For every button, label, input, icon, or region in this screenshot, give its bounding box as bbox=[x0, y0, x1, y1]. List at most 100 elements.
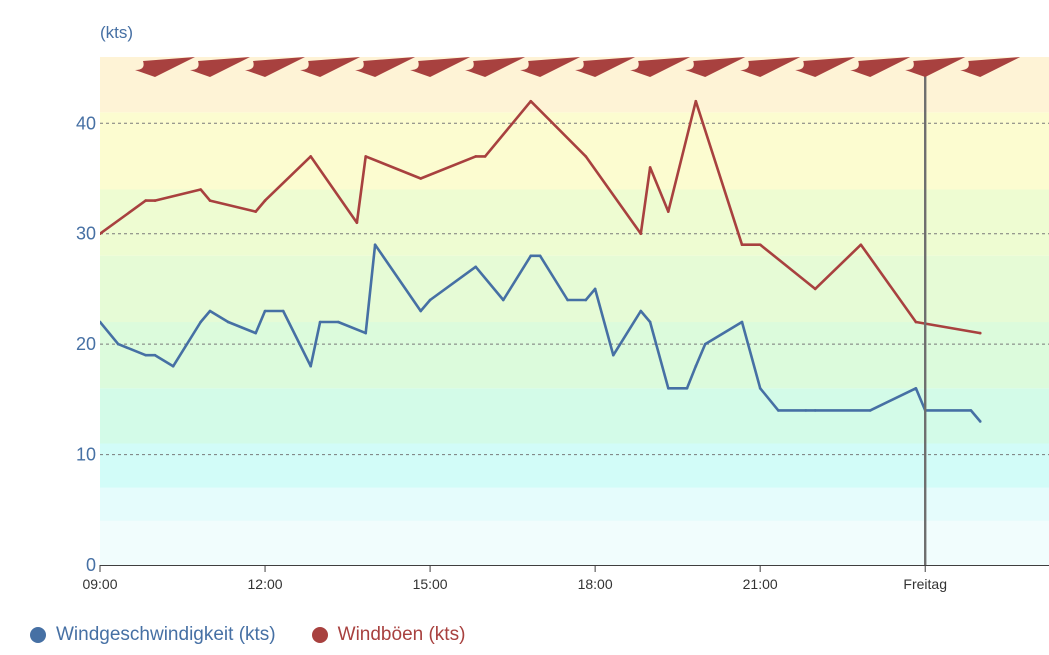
point-gust-3 bbox=[199, 188, 202, 191]
point-speed-25 bbox=[611, 353, 615, 357]
point-speed-32 bbox=[740, 320, 744, 324]
point-speed-36 bbox=[813, 409, 817, 412]
point-gust-1 bbox=[144, 199, 147, 202]
point-speed-31 bbox=[703, 342, 707, 346]
point-gust-0 bbox=[100, 232, 102, 235]
point-gust-13 bbox=[529, 99, 533, 103]
legend-label-gust: Windböen (kts) bbox=[337, 624, 466, 645]
band-2 bbox=[100, 443, 1049, 488]
wind-arrow-icon-5 bbox=[410, 57, 471, 77]
legend-dot-gust-icon bbox=[311, 627, 328, 643]
wind-arrow-icon-10 bbox=[685, 57, 746, 77]
y-tick-label-40: 40 bbox=[76, 113, 96, 133]
point-speed-33 bbox=[758, 387, 762, 390]
point-speed-1 bbox=[116, 342, 120, 346]
point-speed-12 bbox=[318, 320, 322, 324]
x-tick-label-2: 15:00 bbox=[413, 576, 448, 592]
point-gust-12 bbox=[483, 155, 487, 158]
point-gust-20 bbox=[758, 243, 762, 247]
point-speed-9 bbox=[263, 309, 267, 313]
point-speed-41 bbox=[978, 420, 982, 423]
point-speed-15 bbox=[373, 243, 377, 247]
point-speed-20 bbox=[529, 254, 533, 258]
point-speed-22 bbox=[566, 298, 569, 302]
point-gust-24 bbox=[978, 331, 982, 335]
point-speed-34 bbox=[777, 409, 780, 412]
point-speed-11 bbox=[309, 364, 313, 368]
point-speed-24 bbox=[593, 287, 597, 291]
point-gust-19 bbox=[740, 243, 744, 247]
wind-arrow-icon-0 bbox=[135, 57, 195, 77]
point-speed-16 bbox=[419, 309, 423, 313]
band-0 bbox=[100, 520, 1049, 565]
point-speed-2 bbox=[144, 353, 147, 357]
point-gust-10 bbox=[419, 177, 423, 180]
wind-arrow-icon-8 bbox=[575, 57, 636, 77]
x-tick-label-3: 18:00 bbox=[578, 576, 613, 592]
wind-arrow-icon-3 bbox=[300, 57, 361, 77]
point-speed-14 bbox=[364, 331, 368, 335]
point-gust-17 bbox=[666, 210, 670, 213]
point-speed-37 bbox=[868, 409, 872, 412]
x-tick-label-4: 21:00 bbox=[743, 576, 778, 592]
legend-item-speed[interactable]: Windgeschwindigkeit (kts) bbox=[30, 624, 276, 646]
point-speed-38 bbox=[914, 387, 918, 390]
point-speed-23 bbox=[584, 298, 588, 302]
point-speed-4 bbox=[171, 364, 175, 368]
point-speed-28 bbox=[666, 387, 670, 390]
legend-item-gust[interactable]: Windböen (kts) bbox=[311, 624, 466, 646]
point-speed-8 bbox=[254, 331, 257, 335]
y-axis-tick-labels: 0 10 20 30 40 bbox=[76, 113, 96, 575]
legend-dot-speed-icon bbox=[30, 627, 46, 643]
point-speed-3 bbox=[153, 353, 157, 357]
band-6 bbox=[100, 189, 1049, 256]
band-3 bbox=[100, 388, 1049, 444]
band-8 bbox=[100, 57, 1049, 113]
point-gust-5 bbox=[254, 210, 257, 213]
legend-label-speed: Windgeschwindigkeit (kts) bbox=[56, 624, 276, 645]
point-speed-17 bbox=[428, 298, 432, 302]
legend: Windgeschwindigkeit (kts) Windböen (kts) bbox=[30, 624, 465, 646]
point-gust-16 bbox=[648, 166, 652, 169]
y-tick-label-30: 30 bbox=[76, 224, 96, 244]
band-7 bbox=[100, 112, 1049, 190]
series-line-speed bbox=[100, 243, 982, 423]
band-1 bbox=[100, 487, 1049, 521]
wind-chart: (kts) 0 10 20 30 40 09:00 12:00 15:00 18:00 21:0… bbox=[76, 23, 1049, 592]
y-tick-label-10: 10 bbox=[76, 445, 96, 465]
wind-arrow-icon-12 bbox=[795, 57, 856, 77]
wind-arrow-icon-13 bbox=[850, 57, 911, 77]
point-gust-2 bbox=[153, 199, 157, 202]
point-gust-8 bbox=[355, 221, 359, 224]
point-speed-0 bbox=[100, 320, 102, 324]
wind-arrow-icon-2 bbox=[245, 57, 305, 77]
point-speed-10 bbox=[281, 309, 285, 313]
wind-arrow-icon-15 bbox=[960, 57, 1021, 77]
point-speed-19 bbox=[501, 298, 505, 302]
point-gust-9 bbox=[364, 155, 368, 158]
point-speed-13 bbox=[336, 320, 340, 324]
point-speed-7 bbox=[226, 320, 230, 324]
point-gust-4 bbox=[208, 199, 212, 202]
point-speed-18 bbox=[474, 265, 478, 269]
x-tick-label-1: 12:00 bbox=[248, 576, 283, 592]
series-lines bbox=[100, 99, 982, 423]
wind-direction-arrows bbox=[135, 57, 1021, 77]
point-speed-26 bbox=[639, 309, 643, 313]
wind-arrow-icon-4 bbox=[355, 57, 416, 77]
point-speed-6 bbox=[208, 309, 212, 313]
x-axis: 09:00 12:00 15:00 18:00 21:00 Freitag bbox=[82, 565, 1049, 592]
band-4 bbox=[100, 322, 1049, 389]
point-speed-27 bbox=[648, 320, 652, 324]
point-gust-21 bbox=[813, 287, 817, 291]
wind-arrow-icon-7 bbox=[520, 57, 581, 77]
point-speed-30 bbox=[694, 364, 698, 368]
point-gust-15 bbox=[639, 232, 643, 235]
point-gust-22 bbox=[859, 243, 863, 247]
point-gust-14 bbox=[584, 155, 588, 158]
y-tick-label-0: 0 bbox=[86, 555, 96, 575]
point-gust-7 bbox=[309, 155, 313, 158]
point-speed-40 bbox=[969, 409, 973, 412]
y-axis-unit-label: (kts) bbox=[100, 23, 133, 42]
point-speed-29 bbox=[685, 387, 689, 390]
